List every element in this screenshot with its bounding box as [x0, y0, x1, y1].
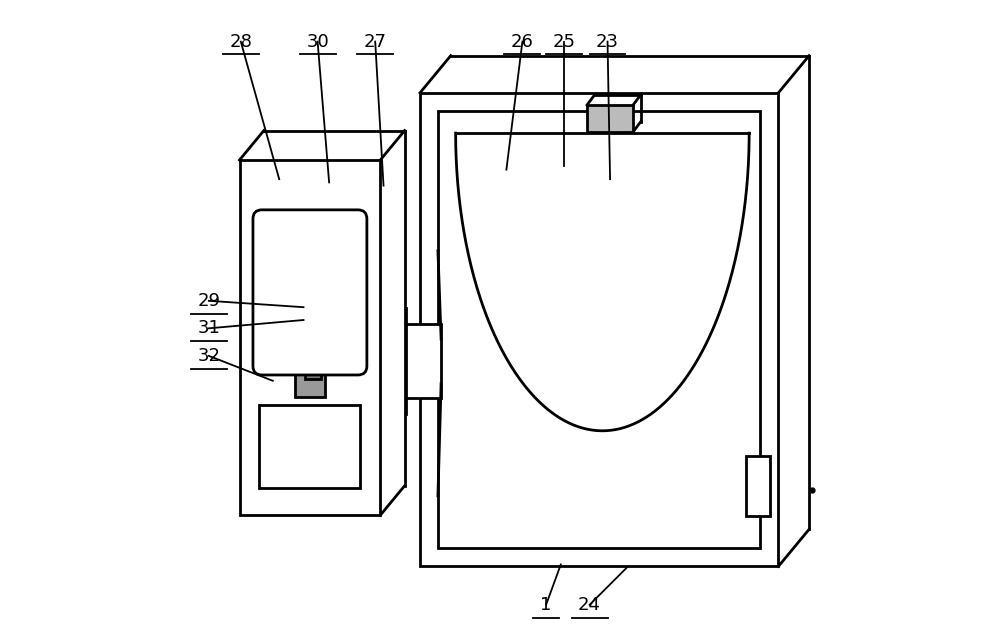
Bar: [295, 374, 325, 397]
Bar: [406, 324, 441, 398]
Bar: [259, 405, 360, 488]
Bar: [305, 365, 321, 380]
Text: 1: 1: [540, 596, 552, 614]
Text: 24: 24: [578, 596, 601, 614]
Text: 25: 25: [552, 33, 576, 51]
Text: 30: 30: [306, 33, 329, 51]
Text: 23: 23: [596, 33, 619, 51]
Bar: [240, 160, 380, 515]
Bar: [587, 105, 633, 132]
Text: 32: 32: [197, 347, 220, 365]
Bar: [746, 456, 770, 516]
FancyBboxPatch shape: [253, 210, 367, 375]
Bar: [420, 93, 778, 566]
Text: 26: 26: [511, 33, 534, 51]
Text: 27: 27: [364, 33, 387, 51]
Bar: [438, 111, 760, 548]
Text: 28: 28: [229, 33, 252, 51]
Text: 29: 29: [197, 292, 220, 310]
Text: 31: 31: [197, 319, 220, 337]
